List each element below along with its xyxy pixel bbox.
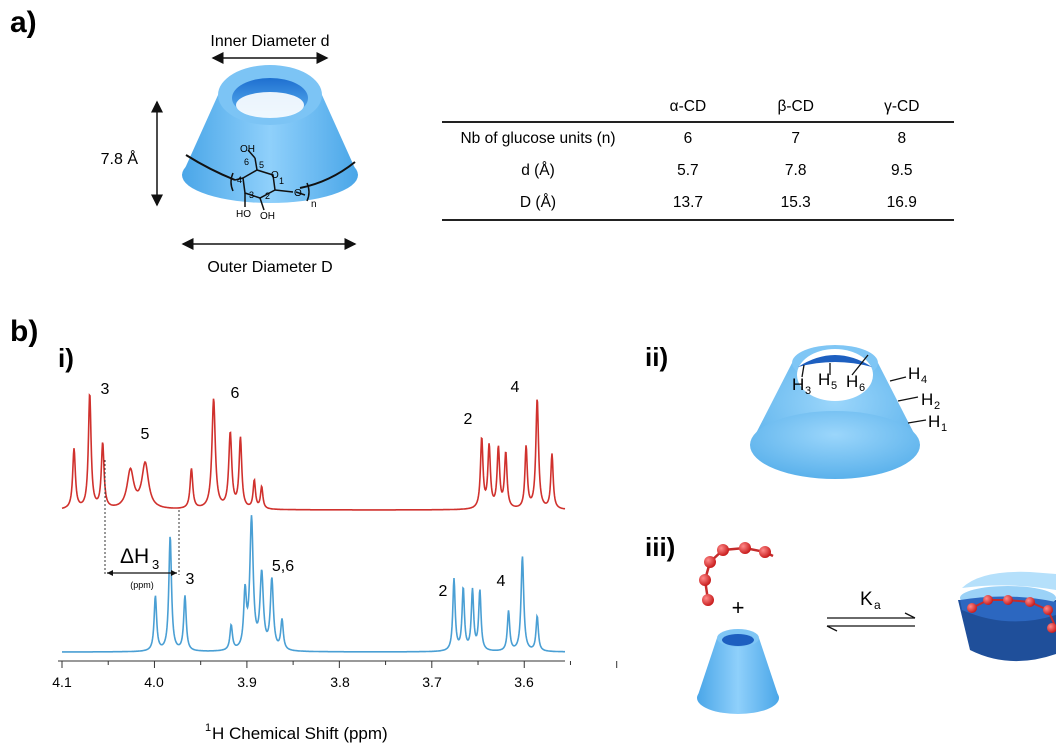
ka-label: K xyxy=(860,589,873,610)
h2-label: H xyxy=(921,390,933,409)
table-cell: 5.7 xyxy=(677,162,699,179)
svg-text:6: 6 xyxy=(859,382,865,394)
c6-num: 6 xyxy=(244,157,249,167)
table-cell: 15.3 xyxy=(741,187,850,221)
height-label: 7.8 Å xyxy=(101,149,139,168)
panel-b-ii-label: ii) xyxy=(645,342,669,372)
panel-b-i-label: i) xyxy=(58,343,74,373)
bottom-spectrum-trace xyxy=(62,515,565,653)
x-axis-label: H Chemical Shift (ppm) xyxy=(212,724,388,743)
table-cell: 7 xyxy=(791,130,800,147)
panel-b-iii-label: iii) xyxy=(645,532,676,562)
guest-beads xyxy=(699,542,771,606)
h6-label: H xyxy=(846,372,858,391)
top-peak-5-label: 5 xyxy=(141,426,150,443)
glucose-ring xyxy=(230,149,310,211)
table-cell: 8 xyxy=(897,130,907,147)
svg-text:2: 2 xyxy=(934,400,940,412)
svg-text:1: 1 xyxy=(941,422,947,434)
top-peak-6-label: 6 xyxy=(231,385,240,402)
svg-text:3: 3 xyxy=(805,385,811,397)
x-tick-label: 3.7 xyxy=(422,674,442,690)
table-cell: 6 xyxy=(683,130,693,147)
complex-beads xyxy=(967,595,1056,633)
table-row: Nb of glucose units (n) 6 7 8 xyxy=(442,122,954,155)
row-label: Nb of glucose units (n) xyxy=(460,130,616,147)
bottom-peak-2-label: 2 xyxy=(439,583,448,600)
h5-label: H xyxy=(818,370,830,389)
n-subscript: n xyxy=(311,199,317,210)
h1-label: H xyxy=(928,412,940,431)
top-peak-3-label: 3 xyxy=(101,381,110,398)
panel-a-label: a) xyxy=(10,6,37,39)
table-row: D (Å) 13.7 15.3 16.9 xyxy=(442,187,954,221)
c3-num: 3 xyxy=(249,190,254,200)
col-gamma-cd: γ-CD xyxy=(849,93,954,123)
bottom-peak-56-label: 5,6 xyxy=(272,558,294,575)
cd-properties-table: α-CD β-CD γ-CD Nb of glucose units (n) 6… xyxy=(442,93,954,221)
cyclodextrin-diagram: OH 6 5 4 3 2 1 O O HO OH n Inner Diamete… xyxy=(101,33,358,276)
oh6-label: OH xyxy=(240,144,255,155)
c5-num: 5 xyxy=(259,160,264,170)
x-axis-ticks xyxy=(61,661,618,668)
top-peak-2-label: 2 xyxy=(464,411,473,428)
delta-h3-label: ΔH xyxy=(120,545,149,568)
table-cell: 7.8 xyxy=(784,162,807,179)
oh2-label: OH xyxy=(260,211,275,222)
table-corner xyxy=(442,93,634,123)
table-cell: 16.9 xyxy=(849,187,954,221)
top-peak-4-label: 4 xyxy=(511,379,520,396)
ka-subscript: a xyxy=(874,598,881,612)
delta-h3-sub: 3 xyxy=(152,557,159,572)
cd-proton-cone: H 3 H 5 H 6 H 4 H 2 H 1 xyxy=(750,345,947,479)
x-tick-label: 3.6 xyxy=(514,674,534,690)
x-tick-label: 3.9 xyxy=(237,674,257,690)
h4-label: H xyxy=(908,364,920,383)
col-alpha-cd: α-CD xyxy=(634,93,742,123)
bottom-peak-3-label: 3 xyxy=(186,571,195,588)
c2-num: 2 xyxy=(265,191,270,201)
x-label-superscript: 1 xyxy=(205,722,211,734)
table-cell: 9.5 xyxy=(890,162,913,179)
top-spectrum-trace xyxy=(61,393,566,511)
row-label: d (Å) xyxy=(521,162,555,179)
outer-diameter-label: Outer Diameter D xyxy=(207,259,332,276)
h3-label: H xyxy=(792,375,804,394)
table-row: d (Å) 5.7 7.8 9.5 xyxy=(442,155,954,187)
delta-unit: (ppm) xyxy=(130,580,154,590)
svg-text:4: 4 xyxy=(921,374,927,386)
row-label: D (Å) xyxy=(442,187,634,221)
bottom-peak-4-label: 4 xyxy=(497,573,506,590)
host-guest-equilibrium: + K a xyxy=(697,542,1056,714)
plus-sign: + xyxy=(732,595,745,620)
x-tick-label: 3.8 xyxy=(330,674,350,690)
link-o: O xyxy=(294,188,302,199)
oh3-label: HO xyxy=(236,209,251,220)
inner-diameter-label: Inner Diameter d xyxy=(210,33,329,50)
col-beta-cd: β-CD xyxy=(741,93,850,123)
x-tick-label: 4.1 xyxy=(52,674,72,690)
x-tick-label: 4.0 xyxy=(144,674,164,690)
table-cell: 13.7 xyxy=(634,187,742,221)
nmr-spectra: ΔH 3 (ppm) 3 5 6 2 4 3 5,6 2 4 4.1 4.0 3… xyxy=(52,379,618,743)
svg-text:5: 5 xyxy=(831,380,837,392)
ring-o: O xyxy=(271,170,279,181)
panel-b-label: b) xyxy=(10,315,39,348)
c1-num: 1 xyxy=(279,176,284,186)
c4-num: 4 xyxy=(237,175,242,185)
